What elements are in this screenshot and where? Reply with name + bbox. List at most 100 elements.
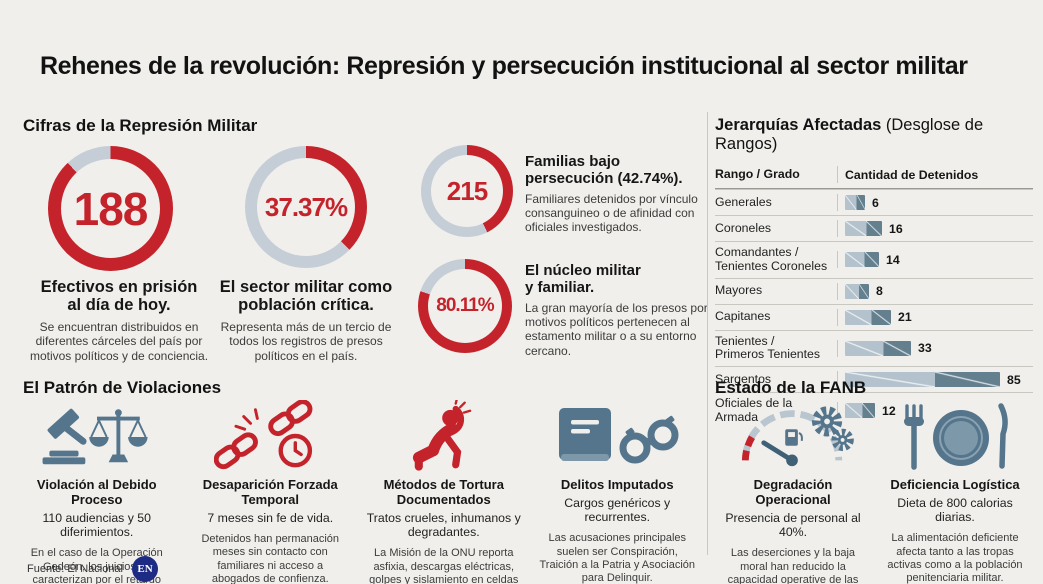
section-heading-jerarquias: Jerarquías Afectadas (Desglose de Rangos… (715, 116, 1033, 154)
source-label: Fuente: El Nacional (27, 563, 123, 575)
rank-label: Mayores (715, 283, 763, 298)
violation-title: Métodos de Tortura Documentados (383, 477, 504, 507)
fanb-item-logistica: Deficiencia Logística Dieta de 800 calor… (874, 398, 1036, 584)
rank-label: Generales (715, 194, 772, 209)
table-row: Generales 6 (715, 189, 1033, 215)
violation-subtitle: 7 meses sin fe de vida. (207, 510, 334, 525)
stat-block-efectivos: Efectivos en prisión al día de hoy. Se e… (15, 278, 223, 363)
count-label: 12 (882, 403, 896, 418)
cutlery-plate-icon (883, 398, 1027, 472)
bar-mayores (845, 283, 869, 299)
violation-item-debido-proceso: Violación al Debido Proceso 110 audienci… (10, 398, 184, 584)
fanb-grid: Degradación Operacional Presencia de per… (712, 398, 1036, 584)
count-label: 33 (918, 341, 932, 356)
count-label: 16 (889, 221, 903, 236)
count-label: 6 (872, 195, 879, 210)
count-label: 85 (1007, 372, 1021, 387)
stat-title: Efectivos en prisión al día de hoy. (40, 278, 198, 315)
donut-chart-familias: 215 (421, 145, 513, 237)
stat-title: El núcleo militar y familiar. (525, 262, 641, 297)
rank-label: Coroneles (715, 220, 772, 235)
donut-value: 215 (446, 175, 488, 206)
footer: Fuente: El Nacional EN (27, 556, 158, 582)
stat-body: Se encuentran distribuidos en diferentes… (29, 319, 209, 363)
column-header-count: Cantidad de Detenidos (837, 166, 1033, 183)
column-header-rank: Rango / Grado (715, 166, 800, 181)
fanb-subtitle: Dieta de 800 calorias diarias. (897, 495, 1013, 525)
count-label: 21 (898, 310, 912, 325)
gavel-scales-icon (19, 398, 175, 472)
violation-body: Detenidos han permanación meses sin cont… (201, 533, 340, 584)
tortured-person-icon (366, 398, 522, 472)
table-row: Comandantes / Tenientes Coroneles 14 (715, 241, 1033, 278)
rank-label: Sargentos (715, 371, 772, 386)
stat-body: Familiares detenidos por vínculo consang… (525, 191, 698, 235)
stat-block-nucleo: El núcleo militar y familiar. La gran ma… (525, 262, 711, 358)
violation-body: La Misión de la ONU reporta asfixia, des… (369, 547, 519, 584)
bar-sargentos (845, 372, 1000, 388)
bar-capitanes (845, 309, 891, 325)
violation-body: En el caso de la Operación Gedeón, los j… (30, 547, 163, 584)
bar-tenientes (845, 340, 911, 356)
count-label: 8 (876, 284, 883, 299)
fanb-body: La alimentación deficiente afecta tanto … (887, 532, 1023, 584)
table-row: Mayores 8 (715, 277, 1033, 304)
stat-block-familias: Familias bajo persecución (42.74%). Fami… (525, 153, 705, 235)
fanb-subtitle: Presencia de personal al 40%. (725, 510, 861, 540)
stat-title: Familias bajo persecución (42.74%). (525, 153, 683, 188)
violation-subtitle: Cargos genéricos y recurrentes. (564, 495, 671, 525)
table-row: Oficiales de la Armada 12 (715, 392, 1033, 429)
violation-body: Las acusaciones principales suelen ser C… (539, 532, 696, 584)
table-row: Sargentos 85 (715, 366, 1033, 392)
donut-value: 80.11% (436, 295, 494, 316)
table-row: Tenientes / Primeros Tenientes 33 (715, 329, 1033, 367)
section-heading-fanb: Estado de la FANB (715, 378, 867, 397)
stat-body: La gran mayoría de los presos por motivo… (525, 300, 708, 358)
bar-comandantes (845, 252, 879, 268)
el-nacional-logo: EN (132, 556, 158, 582)
fanb-title: Deficiencia Logística (890, 477, 1020, 492)
violation-item-delitos: Delitos Imputados Cargos genéricos y rec… (531, 398, 705, 584)
fanb-body: Las deserciones y la baja moral han redu… (727, 547, 859, 584)
fanb-item-degradacion: Degradación Operacional Presencia de per… (712, 398, 874, 584)
donut-chart-sector-critico: 37.37% (245, 146, 367, 268)
violation-item-desaparicion: Desaparición Forzada Temporal 7 meses si… (184, 398, 358, 584)
violations-grid: Violación al Debido Proceso 110 audienci… (10, 398, 704, 584)
violation-item-tortura: Métodos de Tortura Documentados Tratos c… (357, 398, 531, 584)
book-handcuffs-icon (540, 398, 696, 472)
heading-bold: Jerarquías Afectadas (715, 116, 882, 134)
donut-chart-efectivos: 188 (48, 146, 173, 271)
ranks-table: Rango / Grado Cantidad de Detenidos Gene… (715, 163, 1033, 429)
broken-chain-clock-icon (193, 398, 349, 472)
heading-light: (Desglose de Rangos) (715, 116, 984, 153)
rank-label: Comandantes / Tenientes Coroneles (715, 245, 828, 273)
gauge-gears-icon (721, 398, 865, 472)
bar-coroneles (845, 221, 882, 236)
violation-subtitle: 110 audiencias y 50 diferimientos. (42, 510, 151, 540)
violation-title: Desaparición Forzada Temporal (202, 477, 338, 507)
rank-label: Capitanes (715, 309, 771, 324)
section-heading-violaciones: El Patrón de Violaciones (23, 378, 222, 397)
stat-block-sector-critico: El sector militar como población crítica… (210, 278, 402, 363)
stat-title: El sector militar como población crítica… (219, 278, 393, 315)
rank-label: Oficiales de la Armada (715, 396, 793, 424)
table-row: Capitanes 21 (715, 303, 1033, 330)
page-title: Rehenes de la revolución: Represión y pe… (40, 52, 968, 80)
donut-chart-nucleo: 80.11% (418, 259, 512, 353)
section-heading-cifras: Cifras de la Represión Militar (23, 116, 258, 135)
donut-value: 188 (73, 182, 149, 235)
bar-generales (845, 195, 865, 210)
violation-title: Violación al Debido Proceso (36, 477, 157, 507)
rank-label: Tenientes / Primeros Tenientes (715, 333, 821, 362)
violation-title: Delitos Imputados (560, 477, 674, 492)
violation-subtitle: Tratos crueles, inhumanos y degradantes. (366, 510, 521, 540)
fanb-title: Degradación Operacional (753, 477, 833, 507)
vertical-divider (707, 112, 708, 555)
table-row: Coroneles 16 (715, 215, 1033, 241)
count-label: 14 (886, 252, 900, 267)
table-header-row: Rango / Grado Cantidad de Detenidos (715, 163, 1033, 189)
bar-armada (845, 403, 875, 419)
stat-body: Representa más de un tercio de todos los… (220, 319, 392, 363)
section-jerarquias: Jerarquías Afectadas (Desglose de Rangos… (715, 116, 1033, 429)
